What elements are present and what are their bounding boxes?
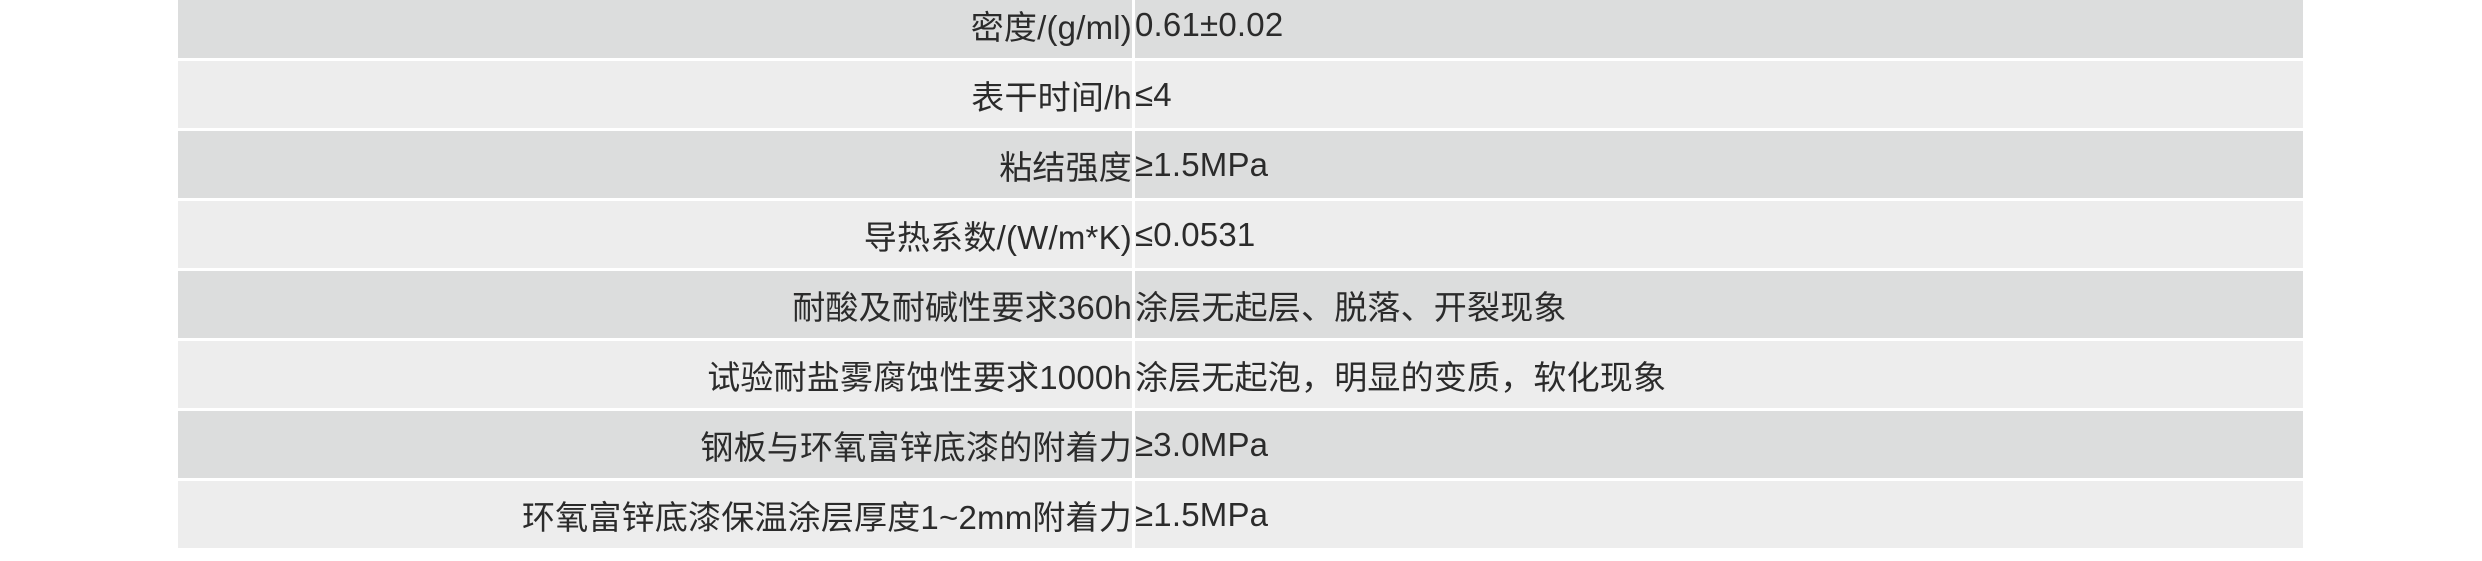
table-cell-requirement: 0.61±0.02 [1135,0,2303,61]
table-cell-property: 钢板与环氧富锌底漆的附着力 [178,411,1135,481]
table-cell-property: 试验耐盐雾腐蚀性要求1000h [178,341,1135,411]
table-cell-requirement: ≥1.5MPa [1135,131,2303,201]
table-row: 密度/(g/ml) 0.61±0.02 [178,0,2303,61]
specification-table-body: 密度/(g/ml) 0.61±0.02 表干时间/h ≤4 粘结强度 ≥1.5M… [178,0,2303,551]
table-row: 导热系数/(W/m*K) ≤0.0531 [178,201,2303,271]
table-cell-requirement: ≤0.0531 [1135,201,2303,271]
table-cell-requirement: 涂层无起泡，明显的变质，软化现象 [1135,341,2303,411]
table-cell-property: 导热系数/(W/m*K) [178,201,1135,271]
specification-table: 密度/(g/ml) 0.61±0.02 表干时间/h ≤4 粘结强度 ≥1.5M… [178,0,2303,551]
table-row: 耐酸及耐碱性要求360h 涂层无起层、脱落、开裂现象 [178,271,2303,341]
table-row: 环氧富锌底漆保温涂层厚度1~2mm附着力 ≥1.5MPa [178,481,2303,551]
table-cell-requirement: ≥1.5MPa [1135,481,2303,551]
table-row: 表干时间/h ≤4 [178,61,2303,131]
table-row: 粘结强度 ≥1.5MPa [178,131,2303,201]
table-cell-property: 耐酸及耐碱性要求360h [178,271,1135,341]
table-cell-property: 环氧富锌底漆保温涂层厚度1~2mm附着力 [178,481,1135,551]
table-row: 试验耐盐雾腐蚀性要求1000h 涂层无起泡，明显的变质，软化现象 [178,341,2303,411]
table-cell-property: 粘结强度 [178,131,1135,201]
table-cell-requirement: ≤4 [1135,61,2303,131]
table-cell-requirement: 涂层无起层、脱落、开裂现象 [1135,271,2303,341]
table-row: 钢板与环氧富锌底漆的附着力 ≥3.0MPa [178,411,2303,481]
table-cell-property: 密度/(g/ml) [178,0,1135,61]
table-cell-property: 表干时间/h [178,61,1135,131]
table-cell-requirement: ≥3.0MPa [1135,411,2303,481]
